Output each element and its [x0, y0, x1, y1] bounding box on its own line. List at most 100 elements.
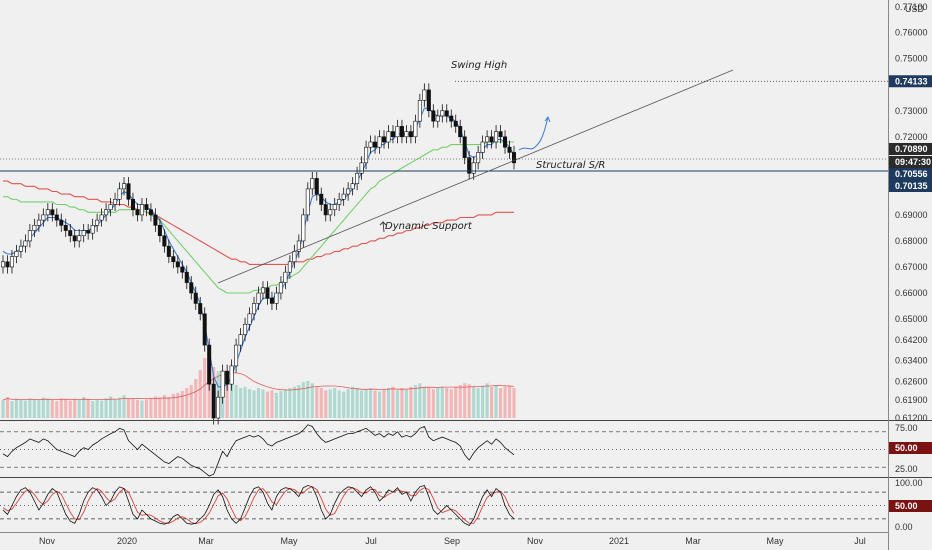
candle-down [162, 235, 167, 247]
price-axis-panel[interactable] [888, 0, 932, 550]
candle-up [238, 334, 243, 346]
candle-down [202, 313, 207, 346]
volume-bar [368, 388, 373, 418]
candle-up [256, 292, 261, 304]
price-tick-label: 0.61200 [895, 413, 928, 423]
volume-bar [413, 385, 417, 418]
volume-bar [485, 383, 489, 418]
dynamic-support-arrow-icon [379, 221, 387, 233]
volume-bar [382, 389, 386, 418]
time-axis[interactable]: Nov 2020 Mar May Jul Sep Nov 2021 Mar May Jul [39, 536, 866, 546]
volume-bar [472, 386, 476, 418]
volume-bar [185, 388, 189, 418]
candle-up [247, 313, 252, 325]
candle-up [229, 365, 234, 385]
price-tick-label: 0.72000 [895, 132, 928, 142]
candle-up [364, 146, 369, 164]
volume-bar [230, 382, 234, 418]
price-badge-bg [889, 75, 932, 88]
candle-up [234, 344, 239, 367]
candle-up [278, 282, 283, 294]
candle-up [32, 225, 37, 231]
candle-down [431, 110, 436, 122]
volume-bar [5, 397, 10, 418]
stoch-k-line [2, 485, 515, 527]
candle-up [413, 120, 418, 138]
volume-bar [418, 383, 422, 418]
price-tick-label: 0.68000 [895, 236, 928, 246]
volume-bar [481, 385, 485, 418]
volume-bar [50, 400, 54, 418]
volume-bar [176, 392, 180, 418]
candle-down [373, 141, 378, 148]
volume-bar [422, 386, 426, 418]
volume-bar [171, 394, 175, 418]
candle-up [368, 141, 373, 148]
volume-bar [319, 388, 323, 418]
candle-down [86, 230, 91, 234]
price-tick-label: 0.65000 [895, 314, 928, 324]
candle-down [498, 131, 503, 138]
candle-up [301, 214, 306, 242]
volume-bar [86, 399, 90, 418]
candle-up [494, 131, 499, 143]
volume-bar [243, 386, 247, 418]
volume-bar [279, 391, 283, 418]
candle-up [27, 230, 32, 242]
volume-bar [476, 388, 480, 418]
volume-bar [55, 401, 59, 418]
candle-up [476, 152, 481, 164]
candle-down [503, 136, 508, 148]
candle-up [216, 396, 221, 419]
volume-bar [91, 401, 95, 418]
candle-up [386, 131, 391, 143]
candle-down [449, 115, 454, 122]
candle-down [175, 261, 180, 268]
price-axis[interactable]: 0.77100 0.76000 0.75000 0.73000 0.72000 0.690… [889, 2, 932, 423]
candle-up [292, 251, 297, 263]
candle-up [104, 209, 109, 216]
volume-bar [498, 388, 503, 418]
candle-down [458, 126, 463, 138]
volume-bar [328, 389, 332, 418]
candle-up [377, 136, 382, 148]
candle-down [507, 146, 512, 153]
volume-bar [194, 379, 198, 418]
candle-up [81, 230, 86, 237]
volume-bar [283, 389, 287, 418]
candle-down [319, 193, 324, 205]
candle-up [41, 214, 46, 221]
candle-down [390, 131, 395, 138]
rsi-pane[interactable]: 75.00 25.00 50.00 [0, 423, 932, 477]
volume-bar [360, 390, 364, 418]
candle-down [489, 136, 494, 143]
volume-bar [77, 400, 81, 418]
price-tick-label: 0.67000 [895, 262, 928, 272]
price-tick-label: 0.63400 [895, 356, 928, 366]
volume-bar [351, 386, 355, 418]
volume-bar [315, 386, 319, 418]
candle-up [350, 183, 355, 190]
volume-bar [297, 385, 301, 418]
time-tick-label: Jul [854, 536, 866, 546]
main-pane[interactable] [0, 0, 888, 420]
volume-bar [454, 386, 458, 418]
stoch-pane[interactable]: 100.00 0.00 50.00 [0, 478, 932, 532]
volume-bar [445, 388, 449, 418]
time-tick-label: May [766, 536, 784, 546]
volume-bar [109, 396, 113, 418]
volume-bar [395, 390, 400, 418]
volume-bar [135, 400, 140, 418]
volume-bar [131, 398, 135, 418]
candle-up [0, 261, 6, 268]
candle-up [305, 188, 310, 216]
volume-bar [458, 385, 462, 418]
candle-up [310, 178, 315, 190]
candle-down [126, 183, 131, 200]
price-tick-label: 0.64200 [895, 335, 928, 345]
volume-bar [180, 391, 184, 418]
currency-label: USD [905, 4, 925, 14]
volume-bar [301, 382, 305, 418]
candle-down [511, 152, 517, 164]
